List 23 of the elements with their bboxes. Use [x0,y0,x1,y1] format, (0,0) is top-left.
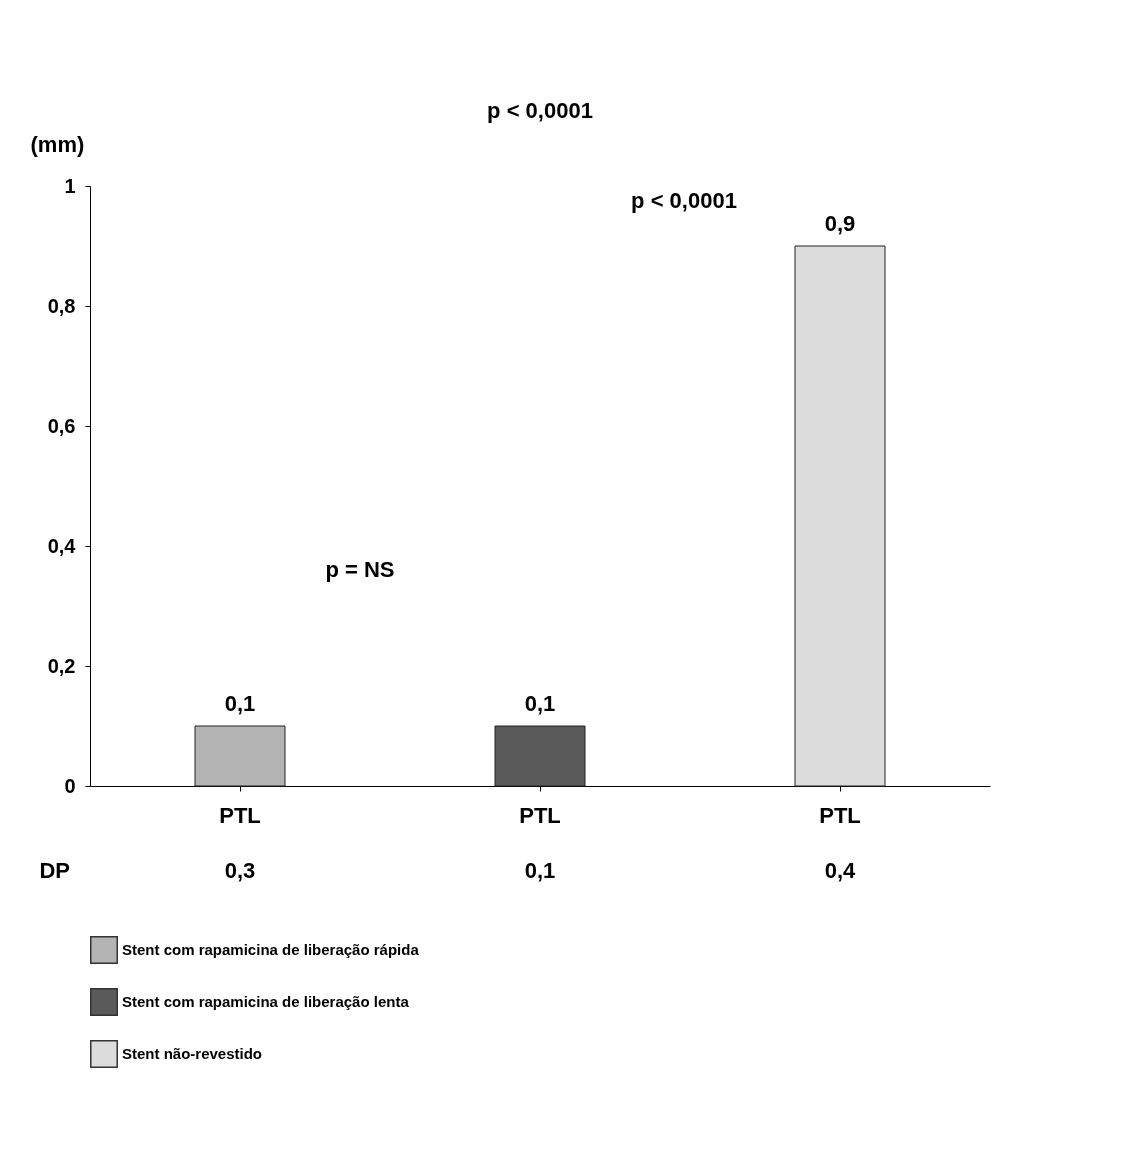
y-tick-label: 0 [64,774,76,797]
legend-label: Stent com rapamicina de liberação lenta [122,993,410,1010]
data-label: 0,1 [524,691,556,716]
text: 0,4 [824,858,857,883]
y-tick-label: 0,4 [47,534,77,557]
y-tick-label: 0,6 [47,414,76,437]
text: 0,3 [224,858,256,883]
annotation: p < 0,0001 [631,188,737,213]
data-label: 0,1 [224,691,256,716]
x-tick-label: PTL [519,802,561,828]
y-axis-title: (mm) [30,131,85,157]
text: p < 0,0001 [487,98,593,123]
legend-label: Stent não-revestido [122,1045,263,1062]
x-tick-label: PTL [819,802,861,828]
data-label: 0,9 [824,211,856,236]
annotation: p = NS [325,557,395,582]
y-tick-label: 0,8 [47,294,76,317]
text: 0,1 [524,858,556,883]
x-tick-label: PTL [219,802,261,828]
text: DP [39,858,70,883]
y-tick-label: 1 [64,174,76,197]
y-tick-label: 0,2 [47,654,76,677]
legend-label: Stent com rapamicina de liberação rápida [122,941,420,958]
